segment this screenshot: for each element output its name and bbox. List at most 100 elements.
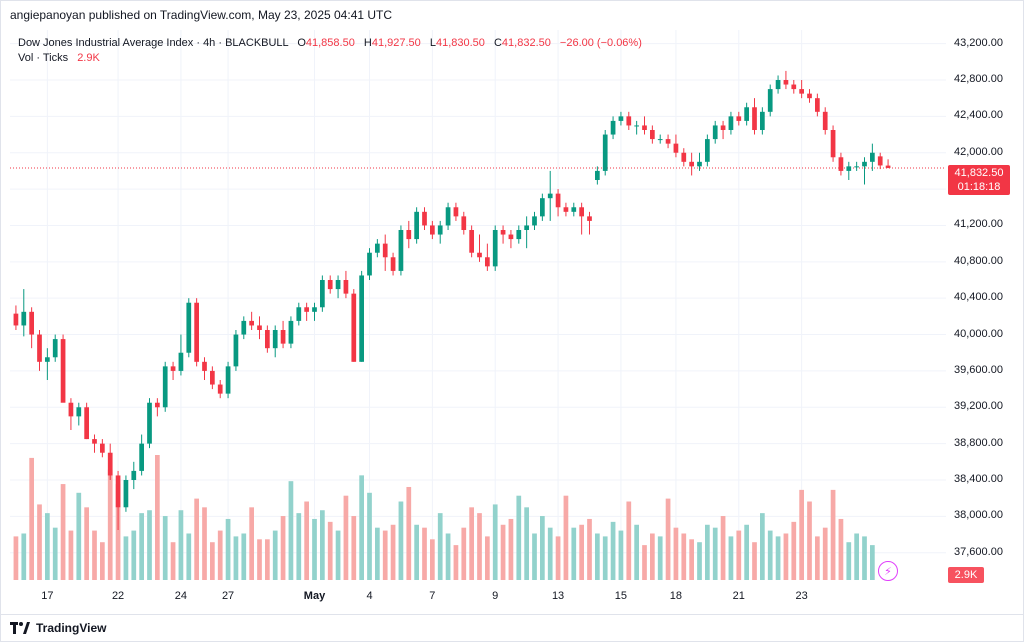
price-tick-label: 40,800.00 (954, 254, 1003, 267)
candle-body (532, 216, 537, 226)
volume-bar (194, 498, 199, 580)
candle-body (862, 161, 867, 167)
candle-body (697, 161, 702, 167)
price-axis[interactable]: 43,200.0042,800.0042,400.0042,000.0041,6… (946, 30, 1014, 580)
volume-bar (131, 530, 137, 580)
volume-bar (390, 524, 396, 580)
time-tick-label: 9 (492, 590, 499, 602)
volume-bar (257, 539, 262, 580)
low-value: 41,830.50 (435, 37, 485, 49)
volume-bar (540, 516, 545, 580)
candle-body (563, 207, 569, 212)
volume-bar (650, 533, 655, 580)
chart-canvas[interactable] (10, 30, 946, 608)
volume-bar (775, 536, 781, 580)
volume-bar (21, 533, 27, 580)
high-label: H (363, 37, 372, 49)
volume-bar (178, 510, 184, 580)
volume-bar (783, 533, 789, 580)
volume-bar (720, 516, 726, 580)
volume-bar (524, 507, 529, 580)
candle-body (775, 80, 781, 90)
candle-body (92, 439, 97, 444)
volume-bar (532, 533, 537, 580)
time-tick-label: 4 (366, 590, 373, 602)
candle-body (571, 207, 577, 212)
last-price: 41,832.50 (954, 167, 1004, 179)
volume-bar (107, 469, 113, 580)
volume-bar (665, 498, 671, 580)
candle-body (610, 120, 616, 135)
volume-bar (249, 507, 254, 580)
candle-body (870, 152, 875, 162)
volume-bar (870, 545, 875, 580)
volume-bar (320, 510, 325, 580)
candle-body (807, 93, 812, 99)
candle-body (45, 357, 50, 362)
chart-legend: Dow Jones Industrial Average Index · 4h … (18, 36, 642, 66)
high-value: 41,927.50 (371, 37, 421, 49)
volume-bar (155, 455, 160, 580)
candle-body (100, 443, 105, 453)
time-axis[interactable]: 17 22 24 27 May 4 7 9 13 15 18 21 23 (10, 586, 946, 606)
volume-bar (76, 492, 82, 580)
candle-body (634, 125, 639, 127)
candle-body (68, 402, 74, 417)
candle-body (131, 470, 137, 480)
volume-bar (84, 507, 89, 580)
candle-body (579, 207, 584, 217)
candle-body (139, 443, 144, 471)
price-tick-label: 41,200.00 (954, 218, 1003, 231)
volume-bar (60, 484, 66, 580)
candle-body (335, 280, 341, 290)
volume-bar (563, 495, 569, 580)
candle-body (728, 116, 734, 130)
candle-body (202, 361, 207, 371)
time-tick-label: 7 (429, 590, 436, 602)
volume-bar (555, 536, 561, 580)
volume-bar (288, 481, 294, 580)
volume-bar (233, 536, 239, 580)
volume-bar (547, 527, 553, 580)
candle-body (210, 370, 215, 385)
candle-body (752, 107, 757, 130)
volume-bar (760, 513, 765, 580)
candle-body (312, 307, 317, 312)
candle-body (257, 325, 262, 330)
candle-body (602, 134, 608, 171)
footer-bar: TradingView (0, 614, 1024, 643)
candle-body (877, 156, 883, 166)
candle-body (705, 139, 710, 162)
flash-icon[interactable]: ⚡ (878, 561, 898, 581)
candle-body (547, 193, 553, 199)
volume-bar (170, 542, 176, 580)
candle-body (414, 211, 419, 240)
volume-bar (202, 507, 207, 580)
volume-bar (485, 536, 490, 580)
candle-body (304, 307, 309, 312)
open-value: 41,858.50 (305, 37, 355, 49)
candle-body (162, 366, 168, 408)
volume-bar (343, 495, 349, 580)
time-tick-label: 17 (41, 590, 54, 602)
candle-body (838, 157, 844, 171)
candle-body (155, 402, 160, 408)
price-chart[interactable] (10, 30, 946, 608)
candle-body (492, 230, 498, 267)
candle-body (170, 366, 176, 371)
volume-bar (280, 516, 286, 580)
tradingview-logo[interactable]: TradingView (10, 621, 106, 635)
volume-bar (602, 536, 608, 580)
symbol-title[interactable]: Dow Jones Industrial Average Index · 4h … (18, 37, 289, 49)
volume-bar (453, 545, 459, 580)
candle-body (265, 330, 270, 349)
volume-bar (437, 513, 443, 580)
close-label: C (493, 37, 502, 49)
candle-body (587, 216, 592, 221)
volume-bar (610, 521, 616, 580)
volume-bar (375, 527, 380, 580)
candle-body (217, 384, 223, 394)
volume-bar (327, 521, 333, 580)
candle-body (783, 80, 789, 85)
volume-label[interactable]: Vol · Ticks (18, 52, 69, 64)
